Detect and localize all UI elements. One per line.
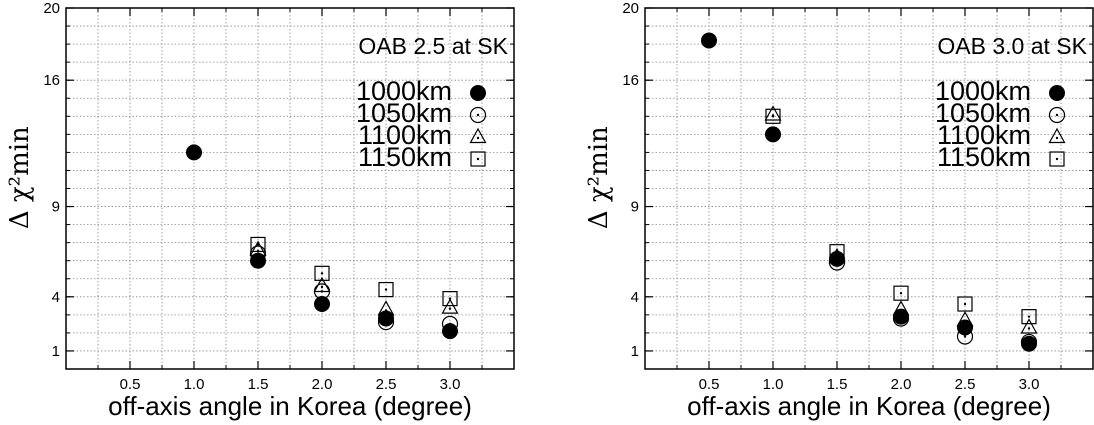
data-point — [314, 296, 330, 313]
data-point — [378, 281, 394, 298]
data-point — [893, 285, 909, 301]
legend-marker — [1049, 85, 1065, 101]
x-tick-label: 3.0 — [1019, 376, 1040, 393]
legend-label: 1000km — [356, 76, 452, 106]
y-tick-label: 16 — [43, 72, 60, 89]
legend-label: 1100km — [358, 120, 452, 150]
y-tick-label: 4 — [631, 289, 639, 306]
legend-label: 1050km — [935, 98, 1031, 128]
data-point — [893, 308, 909, 325]
legend-label: 1150km — [937, 142, 1031, 172]
data-point — [442, 291, 458, 307]
data-point — [957, 296, 973, 312]
data-point-center — [899, 291, 903, 295]
x-tick-label: 1.0 — [763, 376, 784, 393]
y-tick-label: 9 — [631, 199, 639, 216]
data-point-center — [448, 307, 452, 310]
legend-marker — [469, 127, 487, 144]
data-point — [957, 319, 973, 336]
data-point — [1020, 318, 1038, 334]
data-point — [442, 323, 458, 340]
legend-marker — [1048, 106, 1066, 124]
data-point — [186, 144, 202, 161]
legend-label: 1050km — [356, 98, 452, 128]
data-point — [701, 32, 717, 49]
y-tick-label: 9 — [52, 199, 60, 216]
data-point — [764, 105, 782, 121]
x-tick-label: 2.0 — [312, 376, 333, 393]
legend-marker — [1049, 151, 1065, 167]
legend-marker — [1048, 127, 1066, 144]
data-point-center — [384, 288, 388, 291]
legend-marker-center — [476, 113, 480, 117]
y-tick-label: 1 — [52, 343, 60, 360]
series-1000km — [186, 144, 458, 340]
data-point-center — [963, 335, 967, 338]
series-1000km — [701, 32, 1037, 352]
legend-label: 1150km — [358, 142, 452, 172]
chart-title: OAB 2.5 at SK — [358, 33, 508, 59]
data-point — [1021, 309, 1037, 325]
data-point — [314, 265, 330, 281]
series-1150km — [250, 236, 458, 307]
data-point — [441, 298, 459, 314]
y-tick-label: 20 — [622, 0, 639, 17]
x-tick-label: 0.5 — [699, 376, 720, 393]
data-point — [829, 250, 845, 267]
legend-marker-center — [1055, 157, 1059, 161]
series-1150km — [765, 108, 1037, 325]
x-tick-label: 3.0 — [440, 376, 461, 393]
legend-marker-center — [476, 157, 480, 161]
x-axis-label: off-axis angle in Korea (degree) — [687, 391, 1051, 421]
chart-title: OAB 3.0 at SK — [937, 33, 1087, 59]
data-point-center — [1027, 327, 1031, 330]
legend-label: 1100km — [937, 120, 1031, 150]
y-tick-label: 16 — [622, 72, 639, 89]
chart-panel-1: 0.5 1.0 1.5 2.0 2.5 3.0 1 4 9 16 20 off-axis angle … — [5, 0, 515, 421]
y-tick-label: 20 — [43, 0, 60, 17]
y-tick-label: 4 — [52, 289, 60, 306]
x-tick-label: 0.5 — [120, 376, 141, 393]
data-point-center — [256, 249, 260, 253]
data-point-center — [320, 290, 324, 293]
legend-marker — [469, 106, 487, 124]
data-point-center — [771, 114, 775, 117]
x-tick-label: 2.5 — [376, 376, 397, 393]
y-axis-label: Δ χ²min — [5, 126, 35, 229]
legend-label: 1000km — [935, 76, 1031, 106]
x-tick-label: 2.5 — [955, 376, 976, 393]
legend-marker-center — [476, 136, 480, 140]
data-point-center — [320, 285, 324, 289]
legend-marker — [470, 151, 486, 167]
x-tick-label: 1.5 — [827, 376, 848, 393]
x-axis-label: off-axis angle in Korea (degree) — [108, 391, 472, 421]
y-axis-label: Δ χ²min — [584, 126, 614, 229]
data-point-center — [1027, 315, 1031, 318]
y-tick-label: 1 — [631, 343, 639, 360]
data-point — [765, 126, 781, 143]
x-tick-label: 2.0 — [891, 376, 912, 393]
x-tick-label: 1.0 — [184, 376, 205, 393]
legend-marker — [470, 85, 486, 101]
data-point — [250, 252, 266, 269]
data-point-center — [320, 272, 324, 275]
chart-panel-2: 0.5 1.0 1.5 2.0 2.5 3.0 1 4 9 16 20 off-axis angle … — [584, 0, 1094, 421]
data-point-center — [963, 302, 967, 306]
data-point — [378, 310, 394, 327]
legend-marker-center — [1055, 136, 1059, 140]
x-tick-label: 1.5 — [248, 376, 269, 393]
data-point — [1021, 335, 1037, 352]
legend-marker-center — [1055, 113, 1059, 117]
data-point — [765, 108, 781, 124]
